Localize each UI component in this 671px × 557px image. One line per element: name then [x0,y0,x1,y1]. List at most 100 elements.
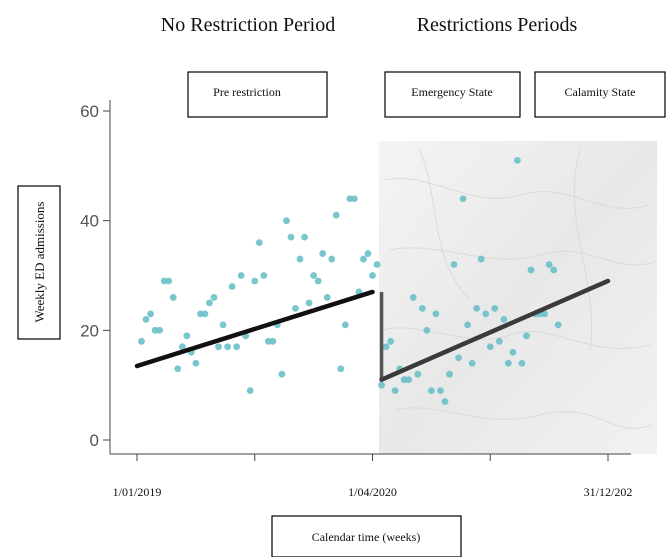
data-point [418,305,426,312]
data-point [260,272,268,279]
data-point [387,337,395,345]
phase-label-calamity: Calamity State [565,85,636,99]
data-point [482,310,490,318]
x-axis-label-box: Calendar time (weeks) [271,515,462,557]
data-point [147,310,154,318]
data-point [142,315,150,323]
data-point [541,310,548,318]
data-point [255,239,263,247]
data-point [278,370,286,378]
y-axis-label: Weekly ED admissions [32,202,47,323]
data-point [446,370,453,378]
data-point [251,277,259,285]
data-point [459,195,467,203]
data-points [138,156,562,406]
data-point [464,321,472,329]
phase-box-pre-restriction: Pre restriction [187,71,328,118]
x-axis-label: Calendar time (weeks) [312,530,421,544]
data-point [328,255,336,263]
data-point [495,337,503,345]
data-point [269,337,277,345]
x-tick-label: 1/04/2020 [348,485,397,499]
trend-line-pre [134,289,375,369]
data-point [283,217,290,225]
data-point [477,255,485,263]
data-point [224,343,231,351]
data-point [323,294,331,301]
data-point [554,321,562,329]
data-point [441,398,449,406]
data-point [319,250,327,257]
data-point [332,211,340,219]
data-point [504,359,512,367]
data-point [350,195,358,203]
data-point [314,277,322,285]
x-ticks: 1/01/2019 1/04/2020 31/12/202 [113,454,633,499]
data-point [523,332,530,340]
y-tick-label: 20 [80,321,99,340]
data-point [296,255,304,263]
data-point [228,283,236,290]
data-point [301,233,308,241]
data-point [360,255,367,263]
data-point [174,365,182,373]
data-point [156,326,164,334]
data-point [455,354,462,362]
data-point [491,305,499,312]
data-point [500,315,508,323]
phase-box-emergency: Emergency State [384,71,521,118]
data-point [432,310,440,318]
data-point [206,299,213,307]
data-point [183,332,191,340]
data-point [550,266,558,274]
data-point [373,261,381,268]
data-point [310,272,318,279]
data-point [233,343,241,351]
phase-label-emergency: Emergency State [411,85,492,99]
data-point [382,343,390,351]
data-point [450,261,458,268]
data-point [246,387,254,395]
y-tick-label: 0 [90,431,99,450]
phase-box-calamity: Calamity State [534,71,666,118]
data-point [292,305,299,312]
data-point [473,305,481,312]
marble-veins [382,149,656,429]
data-point [414,370,422,378]
data-point [178,343,186,351]
data-point [509,348,517,356]
trend-lines [134,278,611,382]
data-point [287,233,295,241]
data-point [409,294,417,301]
x-tick-label: 31/12/202 [584,485,633,499]
data-point [138,337,145,345]
data-point [341,321,349,329]
data-point [423,326,431,334]
header-no-restriction: No Restriction Period [161,14,335,36]
trend-line-restriction [379,278,611,382]
data-point [201,310,209,318]
data-point [468,359,476,367]
data-point [237,272,245,279]
x-tick-label: 1/01/2019 [113,485,162,499]
y-ticks: 0 20 40 60 [80,102,110,450]
data-point [169,294,177,301]
restriction-shaded-region [379,141,657,454]
phase-label-pre: Pre restriction [213,85,281,99]
header-restrictions: Restrictions Periods [417,14,578,36]
data-point [518,359,526,367]
data-point [527,266,535,274]
data-point [219,321,227,329]
data-point [305,299,313,307]
data-point [437,387,444,395]
data-point [369,272,376,279]
data-point [514,156,521,164]
data-point [486,343,494,351]
data-point [210,294,218,301]
data-point [405,376,413,384]
data-point [427,387,435,395]
data-point [364,250,372,257]
data-point [215,343,222,351]
data-point [545,261,553,268]
